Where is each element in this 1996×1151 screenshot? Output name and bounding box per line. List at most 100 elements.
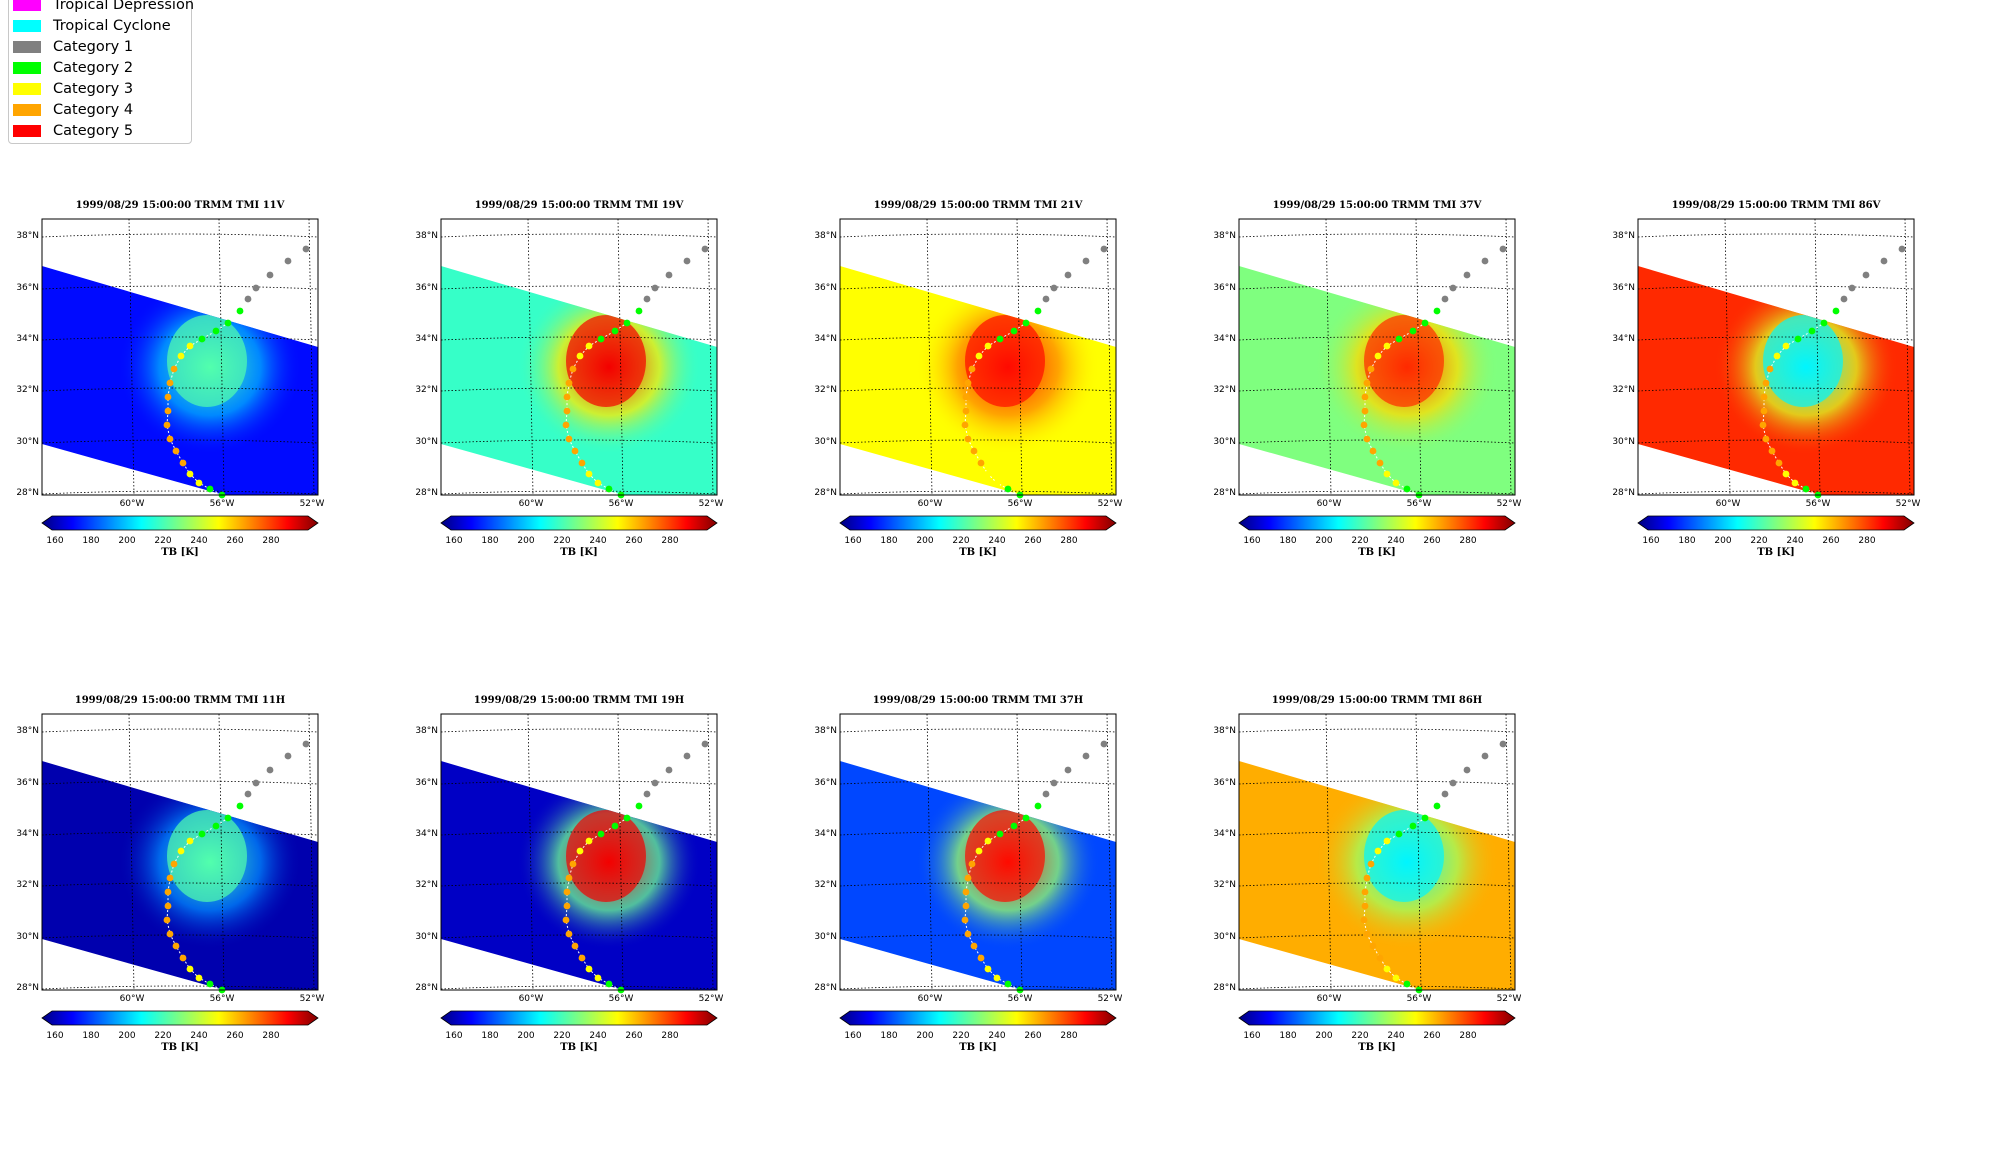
colorbar: 160 180 200 220 240 260 280 [41, 1010, 319, 1041]
track-point [964, 379, 972, 387]
colorbar-tick: 260 [226, 1031, 243, 1041]
category-legend: Tropical Depression Tropical Cyclone Categ… [8, 0, 194, 144]
longitude-label: 60°W [918, 994, 943, 1004]
track-point [252, 779, 260, 787]
track-point [1367, 860, 1375, 868]
legend-label: Category 2 [53, 60, 134, 76]
map-frame [1238, 713, 1516, 991]
track-point [1383, 965, 1391, 973]
track-point [1383, 470, 1391, 478]
track-point [611, 327, 619, 335]
colorbar-ramp [1238, 515, 1516, 531]
latitude-label: 34°N [415, 829, 438, 839]
colorbar-tick: 180 [880, 1031, 897, 1041]
colorbar-tick: 240 [1786, 536, 1803, 546]
latitude-label: 38°N [16, 231, 39, 241]
brightness-temperature-map: 38°N 36°N 34°N 32°N 30°N 28°N 60°W 56°W 52°W [1213, 218, 1522, 509]
track-point [1802, 485, 1810, 493]
graticule [440, 218, 718, 496]
colorbar-tick: 160 [46, 1031, 63, 1041]
colorbar-tick: 160 [1642, 536, 1659, 546]
track-point [701, 740, 709, 748]
longitude-label: 52°W [1497, 499, 1522, 509]
track-point [1082, 257, 1090, 265]
colorbar-tick: 160 [445, 1031, 462, 1041]
track-point [1421, 814, 1429, 822]
track-point [177, 847, 185, 855]
track-point [1449, 284, 1457, 292]
latitude-label: 30°N [1612, 437, 1635, 447]
track-point [984, 965, 992, 973]
longitude-label: 52°W [300, 499, 325, 509]
track-point [1010, 822, 1018, 830]
graticule [1238, 713, 1516, 991]
track-point [962, 393, 970, 401]
latitude-label: 34°N [814, 334, 837, 344]
track-point [962, 407, 970, 415]
track-point [962, 888, 970, 896]
latitude-label: 38°N [415, 231, 438, 241]
track-point [643, 295, 651, 303]
track-point [623, 319, 631, 327]
track-point [1361, 902, 1369, 910]
track-point [172, 447, 180, 455]
colorbar-label: TB [K] [560, 1042, 598, 1053]
track-point [1441, 295, 1449, 303]
colorbar-tick: 240 [988, 1031, 1005, 1041]
longitude-label: 56°W [210, 994, 235, 1004]
track-point [1392, 974, 1400, 982]
track-point [1808, 327, 1816, 335]
colorbar-tick: 280 [262, 536, 279, 546]
track-point [252, 284, 260, 292]
track-point [977, 954, 985, 962]
track-point [611, 822, 619, 830]
track-point [1403, 980, 1411, 988]
track-point [605, 485, 613, 493]
track-point [166, 930, 174, 938]
longitude-label: 56°W [609, 994, 634, 1004]
colorbar-tick: 180 [82, 536, 99, 546]
latitude-label: 36°N [16, 283, 39, 293]
longitude-label: 60°W [1317, 994, 1342, 1004]
colorbar-tick: 260 [1024, 1031, 1041, 1041]
track-point [163, 421, 171, 429]
colorbar-tick: 220 [553, 1031, 570, 1041]
track-point [164, 407, 172, 415]
track-point [1463, 766, 1471, 774]
track-point [1782, 470, 1790, 478]
track-point [993, 974, 1001, 982]
track-point [1832, 307, 1840, 315]
colorbar-tick: 180 [481, 1031, 498, 1041]
colorbar-tick: 260 [1423, 1031, 1440, 1041]
latitude-label: 36°N [415, 283, 438, 293]
track-point [1100, 245, 1108, 253]
panel-title: 1999/08/29 15:00:00 TRMM TMI 11V [75, 200, 285, 211]
track-point [1760, 407, 1768, 415]
colorbar-label: TB [K] [1757, 547, 1795, 558]
colorbar-label: TB [K] [161, 547, 199, 558]
track-point [565, 435, 573, 443]
track-point [1363, 874, 1371, 882]
colorbar-tick: 180 [880, 536, 897, 546]
track-point [1374, 847, 1382, 855]
track-point [1395, 335, 1403, 343]
track-point [576, 352, 584, 360]
colorbar-tick: 280 [1459, 536, 1476, 546]
latitude-label: 34°N [16, 829, 39, 839]
track-point [984, 342, 992, 350]
track-point [186, 470, 194, 478]
track-point [1862, 271, 1870, 279]
track-point [970, 942, 978, 950]
colorbar: 160 180 200 220 240 260 280 [440, 1010, 718, 1041]
colorbar-tick: 240 [589, 1031, 606, 1041]
track-point [1004, 980, 1012, 988]
colorbar-tick: 220 [952, 536, 969, 546]
brightness-temperature-map: 38°N 36°N 34°N 32°N 30°N 28°N 60°W 56°W 52°W [415, 713, 724, 1004]
legend-item: Tropical Depression [13, 0, 194, 13]
track-point [701, 245, 709, 253]
track-point [585, 965, 593, 973]
colorbar-tick: 160 [1243, 536, 1260, 546]
track-point [975, 352, 983, 360]
track-point [975, 847, 983, 855]
colorbar-tick: 240 [190, 536, 207, 546]
